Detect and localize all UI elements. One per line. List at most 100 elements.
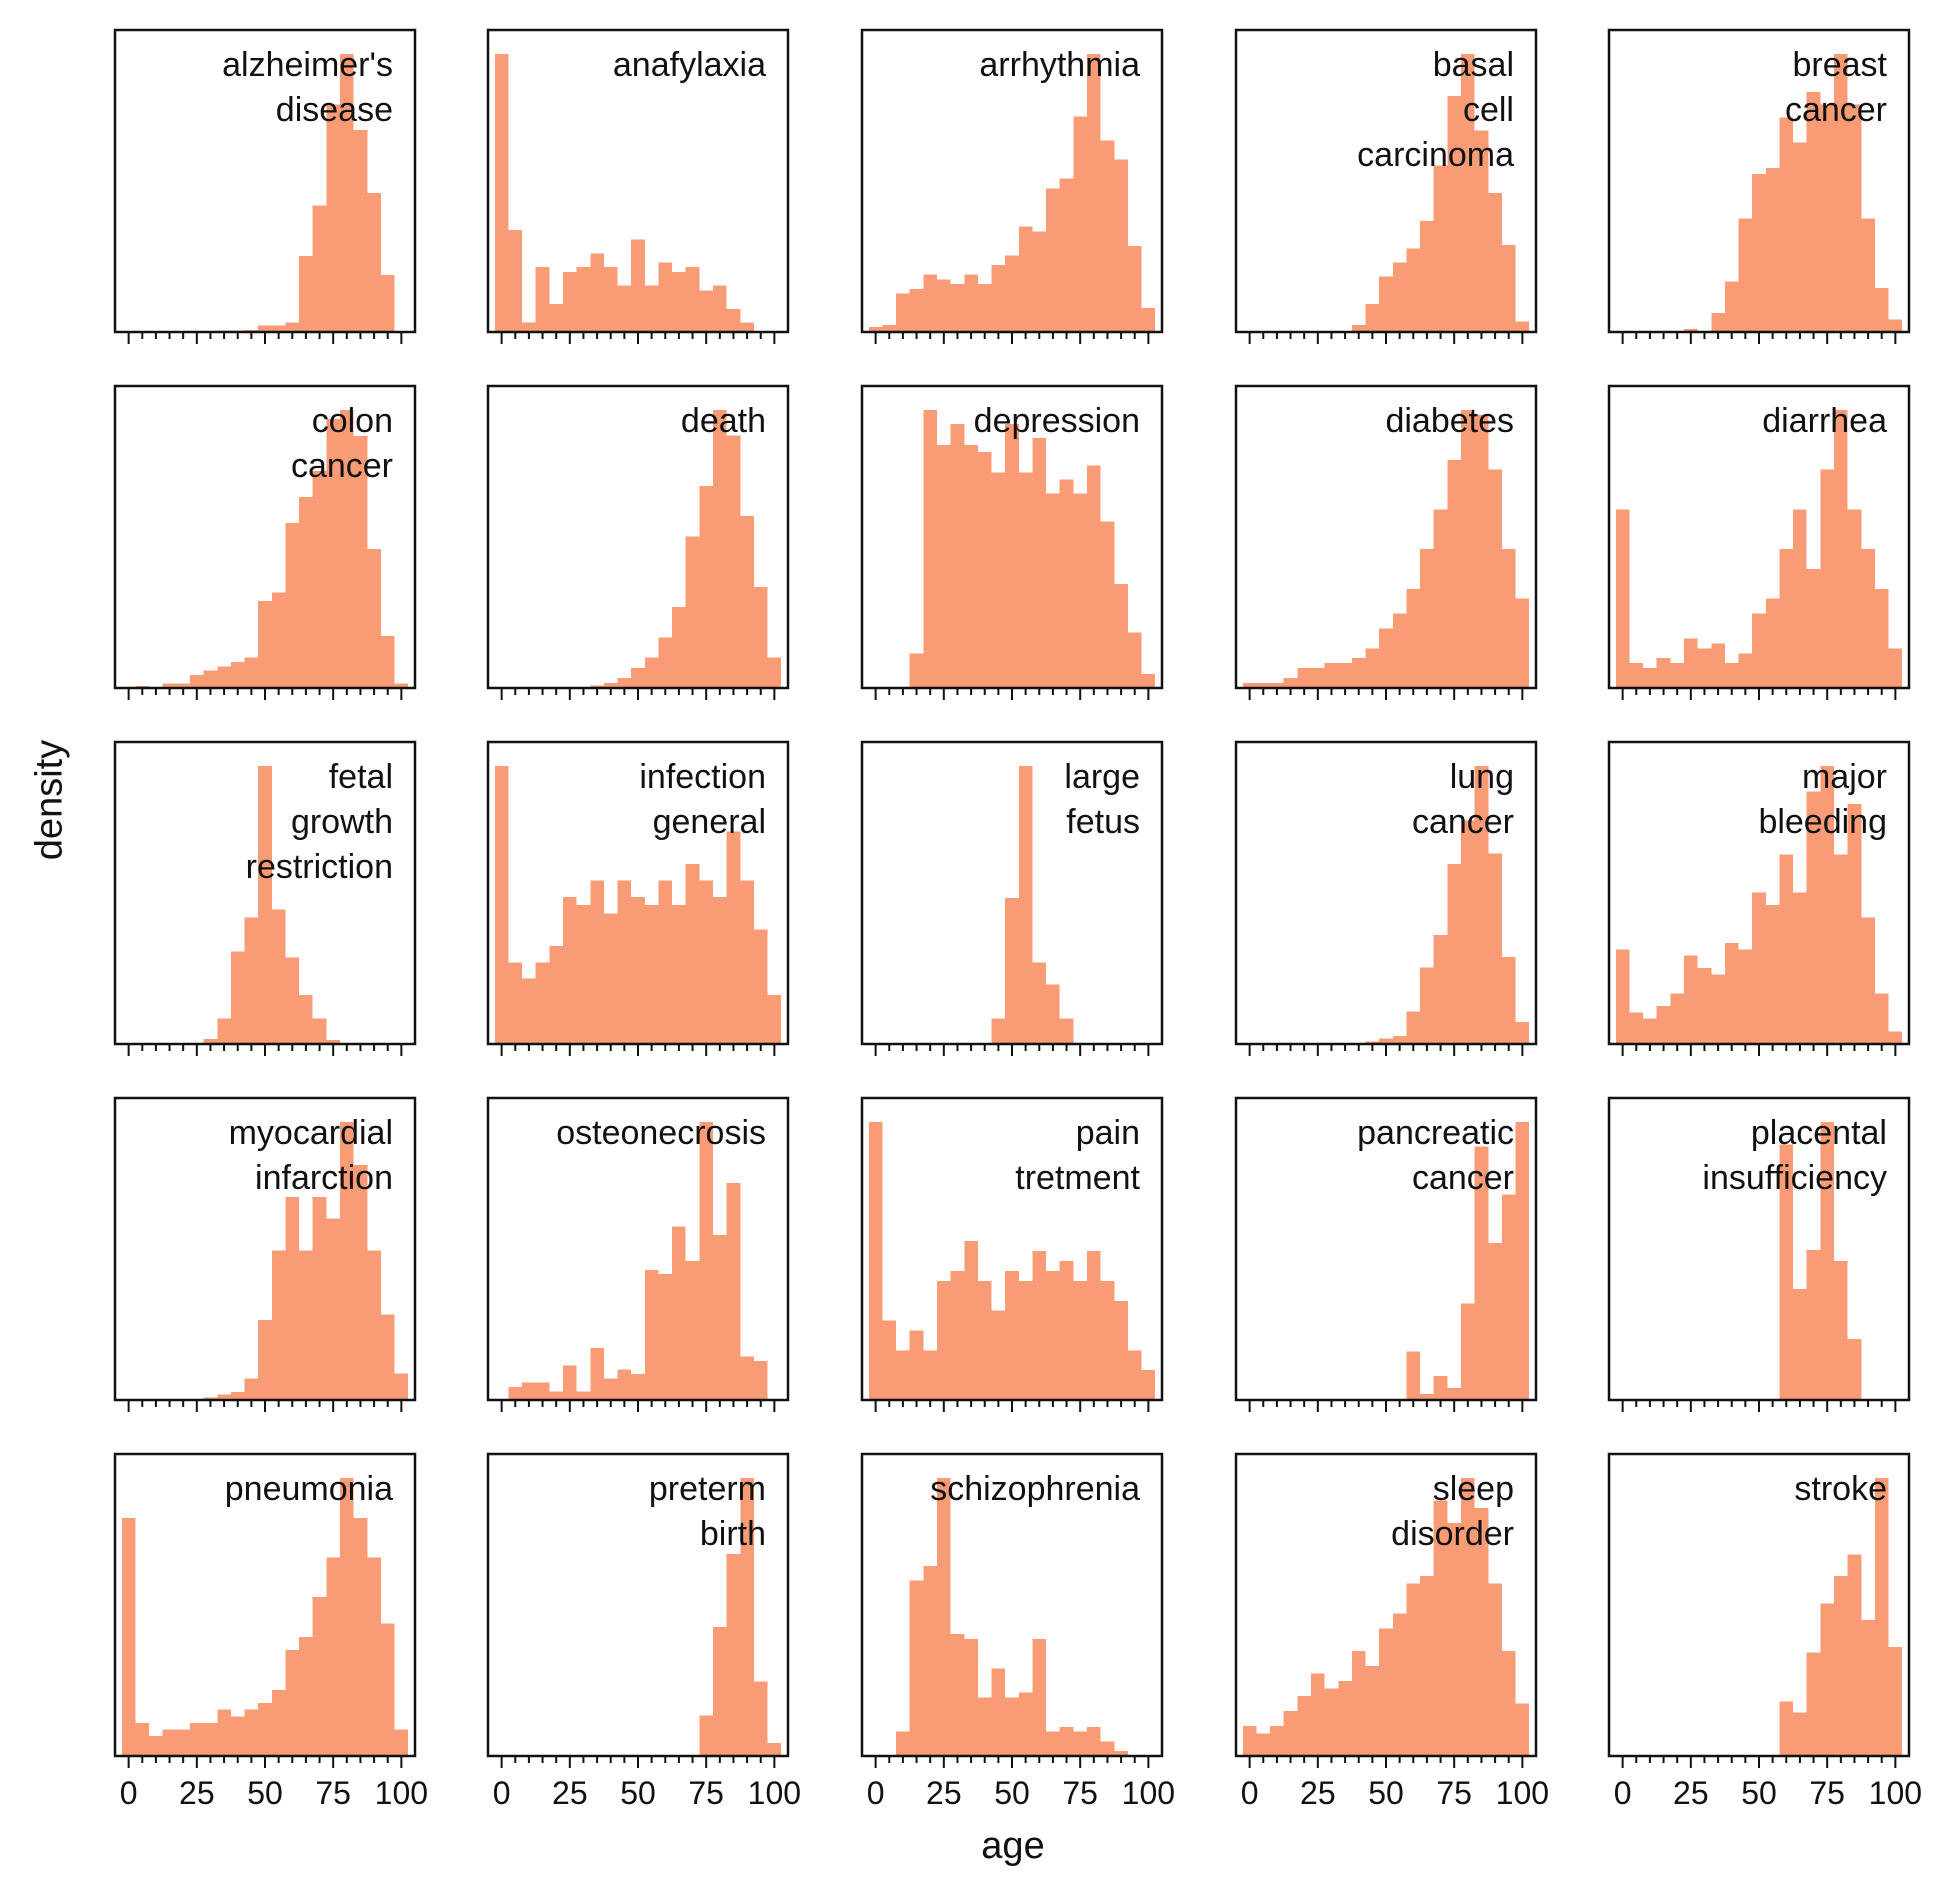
histogram-bar <box>964 444 978 688</box>
histogram-bar <box>1738 653 1753 688</box>
panel: lung cancer <box>1234 740 1538 1056</box>
panel-title-line: placental <box>1751 1114 1887 1152</box>
panel-title-line: birth <box>700 1515 766 1553</box>
histogram-bar <box>1018 766 1033 1044</box>
histogram-bar <box>576 905 591 1044</box>
histogram-bar <box>1256 1733 1271 1756</box>
histogram-bar <box>1018 1280 1033 1400</box>
histogram-bar <box>1032 1639 1047 1756</box>
histogram-bar <box>672 271 686 332</box>
panel: infection general <box>486 740 790 1056</box>
histogram-bar <box>1656 1006 1671 1044</box>
histogram-bar <box>1501 245 1516 332</box>
histogram-bar <box>753 1360 768 1400</box>
histogram-bar <box>299 496 313 688</box>
histogram-bar <box>1779 854 1794 1044</box>
histogram-bar <box>312 470 327 688</box>
histogram-bar <box>1032 1251 1047 1400</box>
histogram-bar <box>1420 1393 1434 1400</box>
histogram-bar <box>190 1722 204 1756</box>
histogram-bar <box>767 1743 782 1756</box>
histogram-bar <box>726 1182 741 1400</box>
histogram-bar <box>1351 658 1366 688</box>
histogram-bar <box>726 1554 741 1756</box>
histogram-bar <box>576 1391 591 1400</box>
histogram-bar <box>312 205 327 332</box>
x-axis-label: age <box>981 1825 1045 1867</box>
histogram-bar <box>1738 949 1753 1044</box>
panel-title-line: infarction <box>255 1159 393 1197</box>
x-tick-label: 0 <box>493 1775 511 1811</box>
histogram-bar <box>726 308 741 332</box>
histogram-bar <box>1684 638 1698 688</box>
histogram-bar <box>868 327 883 332</box>
histogram-bar <box>713 896 727 1044</box>
histogram-bar <box>535 1382 550 1400</box>
histogram-bar <box>740 516 754 688</box>
histogram-bar <box>1820 1122 1834 1400</box>
histogram-bar <box>1461 1478 1475 1756</box>
histogram-bar <box>1379 1628 1393 1756</box>
histogram-bar <box>1032 962 1047 1044</box>
panel: arrhythmia <box>860 28 1164 344</box>
histogram-bar <box>1297 668 1311 688</box>
histogram-bar <box>353 436 368 688</box>
panel-title-line: cancer <box>1785 91 1887 129</box>
histogram-bar <box>1806 1652 1821 1756</box>
x-tick-label: 25 <box>1300 1775 1336 1811</box>
histogram-bar <box>896 1350 910 1400</box>
histogram-bar <box>258 601 272 688</box>
histogram-bar <box>685 1261 700 1400</box>
histogram-bar <box>1433 509 1448 688</box>
x-tick-label: 75 <box>688 1775 724 1811</box>
panel-title-line: lung <box>1450 758 1514 796</box>
histogram-bar <box>672 607 686 688</box>
histogram-bar <box>1501 956 1516 1044</box>
panel-title-line: colon <box>312 402 393 440</box>
histogram-bar <box>1834 1261 1848 1400</box>
histogram-bar <box>1752 613 1766 688</box>
histogram-bar <box>1046 493 1060 688</box>
histogram-bar <box>1447 95 1461 332</box>
histogram-bar <box>1888 1647 1903 1756</box>
panel: myocardial infarction <box>113 1096 417 1412</box>
histogram-bar <box>217 1018 231 1044</box>
histogram-bar <box>299 1250 313 1400</box>
histogram-bar <box>1351 1650 1366 1756</box>
histogram-bar <box>617 677 632 688</box>
histogram-bar <box>1515 598 1530 688</box>
panel: basal cell carcinoma <box>1234 28 1538 344</box>
histogram-bar <box>244 1378 259 1400</box>
histogram-bar <box>271 592 286 688</box>
histogram-bar <box>1793 509 1807 688</box>
x-tick-label: 25 <box>552 1775 588 1811</box>
histogram-bar <box>271 325 286 332</box>
panel-title-line: fetus <box>1066 803 1140 841</box>
histogram-bar <box>713 285 727 332</box>
histogram-bar <box>1515 1022 1530 1044</box>
histogram-bar <box>1515 321 1530 332</box>
panel: diarrhea <box>1607 384 1911 700</box>
histogram-bar <box>603 682 618 688</box>
panel-title-line: myocardial <box>229 1114 393 1152</box>
histogram-bar <box>394 1373 409 1400</box>
panel: osteonecrosis <box>486 1096 790 1412</box>
panel-title-line: sleep <box>1433 1470 1514 1508</box>
histogram-bar <box>1018 472 1033 688</box>
histogram-bar <box>1141 674 1156 688</box>
histogram-bar <box>563 1365 577 1400</box>
panel: colon cancer <box>113 384 417 700</box>
histogram-bar <box>1365 1041 1380 1044</box>
histogram-bar <box>767 657 782 688</box>
histogram-bar <box>1461 54 1475 332</box>
histogram-bar <box>522 1382 536 1400</box>
histogram-bar <box>617 880 632 1044</box>
histogram-bar <box>1242 1725 1257 1756</box>
panel-title-line: general <box>653 803 766 841</box>
histogram-bar <box>896 293 910 332</box>
histogram-bar <box>1283 678 1298 688</box>
histogram-bar <box>1488 1242 1502 1400</box>
panel-title-line: breast <box>1793 46 1888 84</box>
histogram-bar <box>1046 188 1060 332</box>
histogram-bar <box>1847 104 1862 333</box>
